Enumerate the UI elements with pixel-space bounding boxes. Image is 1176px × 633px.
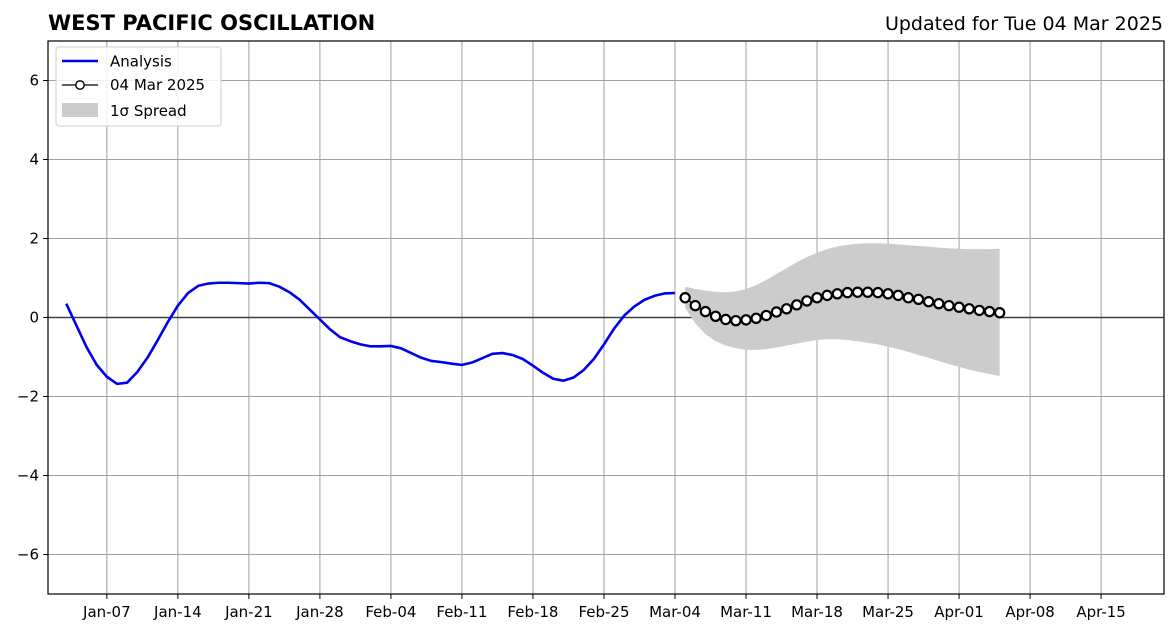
y-tick-label: 4	[29, 151, 39, 169]
forecast-point	[730, 314, 742, 327]
forecast-point	[943, 299, 955, 312]
forecast-point	[872, 286, 884, 299]
forecast-point	[882, 288, 894, 300]
x-tick-label: Mar-25	[862, 603, 914, 621]
forecast-point	[831, 288, 844, 300]
x-tick-label: Feb-18	[507, 603, 558, 621]
forecast-point	[983, 305, 996, 318]
x-tick-label: Apr-08	[1005, 603, 1055, 621]
legend-spread-swatch	[62, 103, 98, 117]
forecast-point	[821, 289, 833, 302]
forecast-point	[699, 305, 712, 318]
forecast-series	[679, 286, 1006, 327]
y-tick-label: 2	[29, 230, 39, 248]
forecast-point	[902, 292, 915, 304]
y-tick-label: −4	[17, 467, 39, 485]
x-ticks: Jan-07 Jan-14 Jan-21 Jan-28 Feb-04 Feb-11 Feb-…	[82, 594, 1126, 621]
forecast-point	[770, 306, 783, 318]
forecast-point	[862, 286, 874, 298]
spread-band	[685, 243, 1000, 376]
x-tick-label: Jan-07	[82, 603, 131, 621]
forecast-point	[912, 293, 925, 306]
forecast-point	[993, 307, 1006, 319]
analysis-series	[65, 281, 676, 386]
x-tick-label: Mar-18	[791, 603, 843, 621]
forecast-point	[689, 299, 701, 312]
chart-subtitle: Updated for Tue 04 Mar 2025	[885, 13, 1163, 35]
legend-forecast-marker	[75, 80, 85, 90]
forecast-point	[841, 286, 854, 299]
spread-area	[685, 243, 1000, 376]
x-tick-label: Apr-15	[1076, 603, 1126, 621]
forecast-point	[791, 299, 803, 311]
forecast-point	[973, 304, 986, 317]
x-tick-label: Jan-14	[153, 603, 202, 621]
forecast-point	[780, 303, 793, 315]
y-ticks: −6 −4 −2 0 2 4 6	[17, 72, 48, 564]
forecast-point	[740, 314, 752, 326]
x-tick-label: Feb-04	[365, 603, 416, 621]
legend-spread-label: 1σ Spread	[110, 102, 187, 120]
y-tick-label: −2	[17, 388, 39, 406]
x-tick-label: Mar-11	[720, 603, 772, 621]
forecast-point	[709, 310, 722, 323]
forecast-point	[851, 286, 864, 298]
x-tick-label: Apr-01	[934, 603, 984, 621]
y-tick-label: 6	[29, 72, 39, 90]
y-tick-label: −6	[17, 546, 39, 564]
x-tick-label: Feb-25	[578, 603, 629, 621]
forecast-point	[760, 309, 773, 322]
x-tick-label: Mar-04	[649, 603, 701, 621]
forecast-point	[801, 295, 813, 307]
forecast-point	[933, 297, 945, 310]
forecast-point	[963, 303, 975, 315]
legend-analysis-label: Analysis	[110, 53, 172, 71]
forecast-point	[720, 313, 732, 326]
forecast-point	[679, 292, 691, 304]
x-tick-label: Feb-11	[436, 603, 487, 621]
y-tick-label: 0	[29, 309, 39, 327]
forecast-point	[922, 296, 935, 308]
forecast-point	[811, 292, 823, 304]
forecast-point	[750, 312, 762, 324]
analysis-line	[65, 281, 676, 386]
x-tick-label: Jan-28	[295, 603, 344, 621]
chart-title: WEST PACIFIC OSCILLATION	[48, 11, 375, 35]
legend: Analysis 04 Mar 2025 1σ Spread	[55, 46, 222, 127]
forecast-point	[953, 301, 965, 313]
legend-forecast-label: 04 Mar 2025	[110, 76, 205, 94]
x-tick-label: Jan-21	[224, 603, 273, 621]
forecast-point	[892, 289, 904, 302]
